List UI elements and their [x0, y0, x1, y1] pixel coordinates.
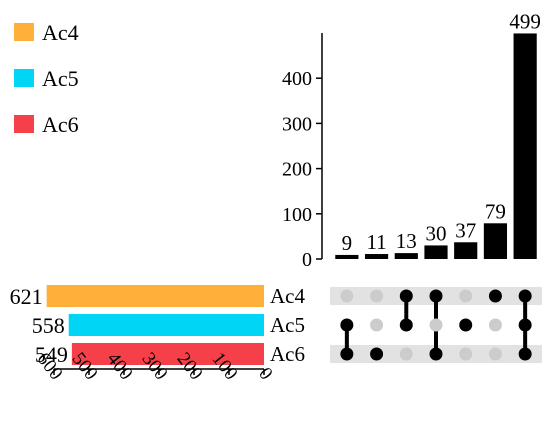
- intersection-bars: 9 11 13 30 37 79 499: [335, 9, 541, 260]
- matrix-dot-active: [518, 289, 532, 303]
- legend-label-ac4: Ac4: [42, 20, 79, 45]
- intersection-axis-tick-label: 200: [282, 159, 312, 181]
- set-bar-ac6: [71, 343, 264, 365]
- intersection-bar-label: 9: [342, 231, 353, 255]
- legend-swatch-ac6: [14, 115, 34, 133]
- matrix-dot-active: [488, 289, 502, 303]
- matrix-dot-active: [370, 347, 384, 361]
- matrix-dot-inactive: [370, 318, 384, 332]
- intersection-axis-tick-label: 100: [282, 204, 312, 226]
- intersection-bar-label: 13: [396, 229, 417, 253]
- matrix-dot-active: [429, 289, 443, 303]
- intersection-bar: [394, 253, 418, 259]
- matrix-dot-inactive: [399, 347, 413, 361]
- set-size-bars: 621 558 549: [10, 284, 265, 367]
- set-bar-label: 558: [32, 313, 65, 338]
- legend-label-ac5: Ac5: [42, 66, 79, 91]
- intersection-bar-label: 499: [509, 9, 541, 33]
- intersection-bar: [424, 245, 448, 259]
- intersection-size-axis: 0 100 200 300 400: [282, 33, 323, 271]
- legend: Ac4 Ac5 Ac6: [14, 20, 79, 137]
- intersection-bar: [454, 242, 478, 259]
- matrix-dot-inactive: [370, 289, 384, 303]
- set-axis-tick-label: 0: [254, 364, 276, 384]
- set-name-ac6: Ac6: [270, 342, 305, 366]
- legend-swatch-ac5: [14, 69, 34, 87]
- intersection-bar: [483, 223, 508, 259]
- set-name-ac4: Ac4: [270, 284, 305, 308]
- set-bar-ac4: [46, 285, 265, 307]
- matrix-dot-inactive: [459, 347, 473, 361]
- intersection-axis-tick-label: 0: [302, 249, 312, 271]
- intersection-bar-label: 37: [455, 218, 476, 242]
- legend-swatch-ac4: [14, 23, 34, 41]
- intersection-axis-tick-label: 300: [282, 113, 312, 135]
- intersection-bar: [513, 33, 537, 260]
- matrix-dot-inactive: [459, 289, 473, 303]
- matrix-dot-inactive: [340, 289, 354, 303]
- matrix-dot-active: [459, 318, 473, 332]
- intersection-bar-label: 79: [485, 199, 506, 223]
- set-bar-label: 621: [10, 284, 43, 309]
- matrix-dot-active: [340, 318, 354, 332]
- set-bar-label: 549: [35, 342, 68, 367]
- matrix-dot-active: [518, 318, 532, 332]
- matrix-dot-active: [518, 347, 532, 361]
- matrix-dot-inactive: [488, 347, 502, 361]
- legend-label-ac6: Ac6: [42, 112, 79, 137]
- intersection-bar: [364, 254, 389, 259]
- matrix-dot-active: [340, 347, 354, 361]
- intersection-bar: [335, 254, 359, 259]
- matrix-dot-active: [399, 289, 413, 303]
- matrix-dot-active: [429, 347, 443, 361]
- matrix-dot-inactive: [429, 318, 443, 332]
- intersection-axis-tick-label: 400: [282, 68, 312, 90]
- set-bar-ac5: [68, 314, 264, 336]
- matrix-dot-inactive: [488, 318, 502, 332]
- intersection-bar-label: 11: [366, 230, 386, 254]
- set-name-ac5: Ac5: [270, 313, 305, 337]
- set-matrix: Ac4 Ac5 Ac6: [270, 284, 542, 366]
- matrix-dot-active: [399, 318, 413, 332]
- intersection-bar-label: 30: [426, 221, 447, 245]
